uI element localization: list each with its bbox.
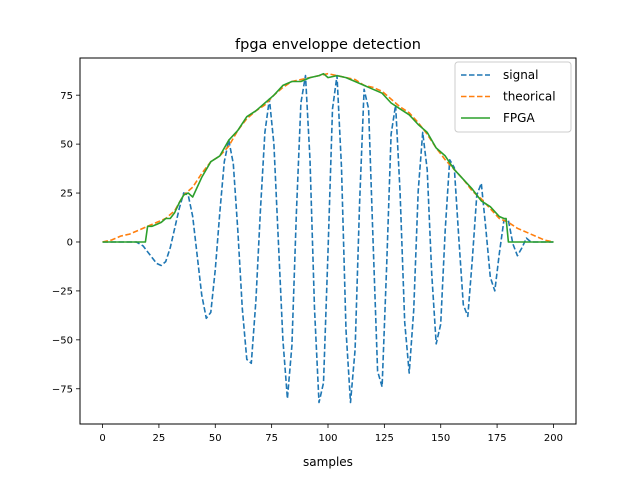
x-tick-label: 0 [99,433,105,444]
y-tick-label: −50 [52,335,73,346]
legend-label-theorical: theorical [503,90,556,104]
y-axis-ticks: −75 −50 −25 0 25 50 75 [52,91,80,395]
series-line-fpga [102,72,554,243]
x-tick-label: 150 [431,433,450,444]
x-tick-label: 125 [375,433,394,444]
y-tick-label: 0 [67,238,73,249]
y-tick-label: 50 [60,140,73,151]
chart-title: fpga enveloppe detection [235,37,421,53]
x-tick-label: 25 [153,433,166,444]
series-line-theorical [102,72,554,243]
series-layer [102,72,554,404]
x-tick-label: 50 [209,433,222,444]
y-tick-label: −25 [52,287,73,298]
legend-label-signal: signal [503,68,539,82]
legend-box [454,61,572,133]
legend: signal theorical FPGA [454,61,572,133]
x-tick-label: 75 [265,433,278,444]
x-axis-label: samples [303,455,353,469]
y-tick-label: 25 [60,189,73,200]
x-axis-ticks: 0 25 50 75 100 125 150 175 200 [99,424,563,444]
legend-label-fpga: FPGA [503,111,535,125]
x-tick-label: 100 [318,433,337,444]
y-tick-label: 75 [60,91,73,102]
x-tick-label: 175 [488,433,507,444]
x-tick-label: 200 [544,433,563,444]
y-tick-label: −75 [52,384,73,395]
